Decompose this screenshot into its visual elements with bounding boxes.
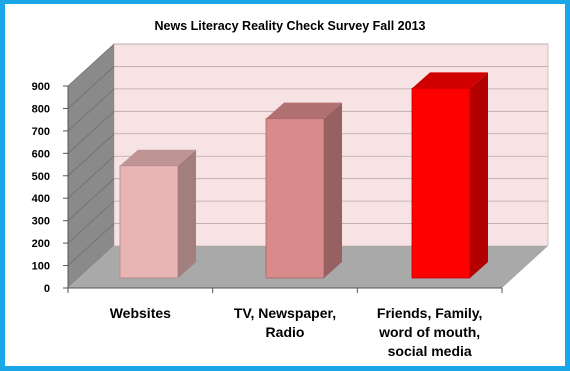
x-tick-label: social media bbox=[388, 343, 472, 359]
gridline-side bbox=[67, 133, 115, 177]
bar bbox=[265, 102, 342, 279]
y-tick-label: 900 bbox=[32, 81, 50, 93]
gridline-side bbox=[67, 223, 115, 266]
y-tick-label: 700 bbox=[32, 126, 50, 138]
y-tick-label: 800 bbox=[32, 103, 50, 115]
gridline-side bbox=[67, 178, 115, 221]
x-tick-label: Radio bbox=[266, 324, 305, 340]
bar bbox=[119, 149, 196, 279]
gridline-side bbox=[67, 43, 115, 87]
bar-side bbox=[324, 102, 342, 279]
y-tick-label: 200 bbox=[32, 238, 50, 250]
gridline-side bbox=[67, 155, 115, 199]
bar bbox=[411, 72, 488, 279]
gridline-side bbox=[67, 111, 115, 154]
y-axis: 0 100 200 300 400 500 600 700 800 900 bbox=[32, 81, 69, 295]
bar-front bbox=[411, 87, 471, 279]
y-tick-label: 0 bbox=[44, 283, 50, 295]
bar-side bbox=[178, 149, 196, 278]
x-tick-label: Websites bbox=[110, 305, 171, 321]
y-tick-label: 400 bbox=[32, 193, 50, 205]
gridline-side bbox=[67, 66, 115, 109]
y-tick-label: 100 bbox=[32, 261, 50, 273]
side-wall bbox=[68, 44, 114, 288]
y-tick-label: 600 bbox=[32, 148, 50, 160]
gridline-side bbox=[67, 88, 115, 132]
x-axis: Websites TV, Newspaper, Radio Friends, Fami… bbox=[67, 287, 503, 359]
bar-front bbox=[265, 118, 325, 279]
x-tick-label: TV, Newspaper, bbox=[234, 305, 336, 321]
x-tick-label: Friends, Family, bbox=[377, 305, 483, 321]
gridline-side bbox=[67, 200, 115, 244]
y-tick-label: 500 bbox=[32, 171, 50, 183]
bar-top bbox=[120, 149, 196, 166]
chart-title: News Literacy Reality Check Survey Fall … bbox=[155, 19, 426, 33]
bar-top bbox=[412, 72, 488, 89]
bar-side bbox=[470, 72, 488, 278]
y-tick-label: 300 bbox=[32, 216, 50, 228]
bar-front bbox=[119, 165, 179, 279]
bar-top bbox=[266, 102, 342, 119]
x-tick-label: word of mouth, bbox=[378, 324, 480, 340]
bars bbox=[119, 72, 488, 279]
